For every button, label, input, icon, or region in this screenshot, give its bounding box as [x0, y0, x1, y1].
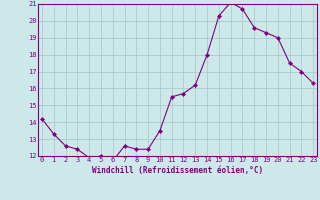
X-axis label: Windchill (Refroidissement éolien,°C): Windchill (Refroidissement éolien,°C) [92, 166, 263, 175]
